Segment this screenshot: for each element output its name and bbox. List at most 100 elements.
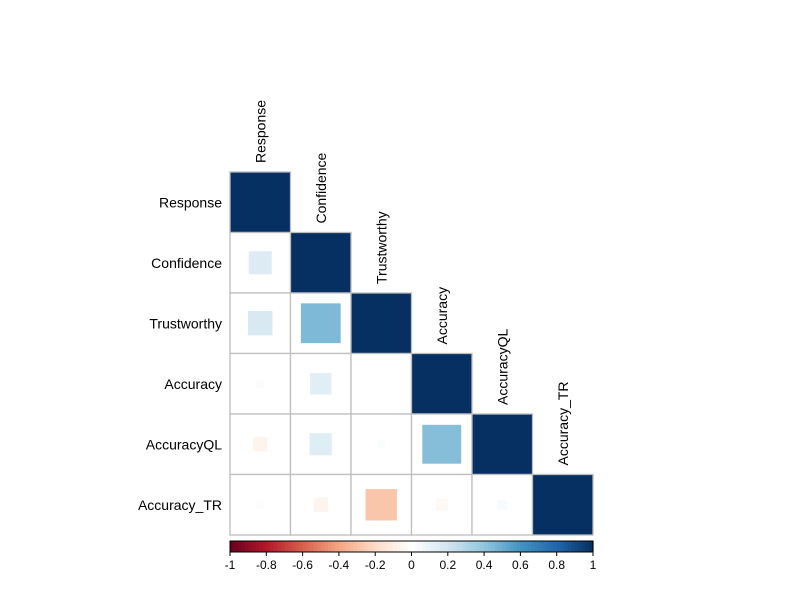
colorbar-segment [571, 541, 576, 552]
corr-square-Confidence-Confidence [291, 233, 351, 293]
colorbar-segment [262, 541, 267, 552]
colorbar-segment [273, 541, 278, 552]
colorbar-segment [280, 541, 286, 552]
colorbar-tick-label: -0.6 [292, 558, 313, 572]
colorbar-segment [422, 541, 427, 552]
colorbar-segment [320, 541, 325, 552]
corr-square-Accuracy-Response [256, 379, 265, 388]
colorbar-segment [531, 541, 536, 552]
colorbar-segment [317, 541, 322, 552]
colorbar-segment [491, 541, 496, 552]
corr-square-Trustworthy-Confidence [300, 303, 341, 344]
colorbar-segment [309, 541, 315, 552]
corr-square-Trustworthy-Trustworthy [351, 293, 411, 353]
colorbar-segment [237, 541, 242, 552]
colorbar-segment [240, 541, 246, 552]
colorbar-segment [375, 541, 380, 552]
colorbar-segment [476, 541, 482, 552]
colorbar-segment [404, 541, 409, 552]
row-label-Accuracy_TR: Accuracy_TR [138, 497, 222, 513]
colorbar-segment [429, 541, 434, 552]
colorbar-segment [462, 541, 467, 552]
colorbar-segment [473, 541, 478, 552]
colorbar-segment [411, 541, 416, 552]
colorbar-segment [277, 541, 282, 552]
colorbar-segment [259, 541, 264, 552]
colorbar-segment [331, 541, 336, 552]
corr-square-Confidence-Response [248, 251, 272, 275]
colorbar-segment [349, 541, 355, 552]
colorbar-segment [527, 541, 532, 552]
colorbar-tick-label: 0.2 [439, 558, 456, 572]
colorbar-segment [302, 541, 307, 552]
corr-square-Accuracy_TR-Confidence [313, 497, 329, 513]
colorbar-segment [578, 541, 583, 552]
column-labels: Response Confidence Trustworthy Accuracy Acc… [252, 100, 571, 466]
colorbar-segment [545, 541, 551, 552]
corr-square-Accuracy_TR-Response [256, 500, 265, 509]
colorbar-segment [487, 541, 492, 552]
colorbar-segment [306, 541, 311, 552]
colorbar-segment [426, 541, 431, 552]
corr-square-Accuracy-Confidence [310, 373, 332, 395]
corr-square-Trustworthy-Response [248, 311, 273, 336]
colorbar-segment [415, 541, 420, 552]
colorbar-segment [233, 541, 238, 552]
colorbar-tick-label: -0.2 [365, 558, 386, 572]
colorbar-segment [436, 541, 442, 552]
colorbar-segment [230, 541, 235, 552]
row-label-Response: Response [159, 194, 222, 210]
colorbar-tick-label: 1 [590, 558, 597, 572]
colorbar-segment [440, 541, 445, 552]
column-label-AccuracyQL: AccuracyQL [494, 329, 510, 405]
colorbar-segment [513, 541, 518, 552]
corr-square-AccuracyQL-Trustworthy [377, 440, 386, 449]
colorbar-segment [524, 541, 529, 552]
corr-square-Response-Response [230, 172, 290, 232]
column-label-Accuracy: Accuracy [434, 287, 450, 345]
colorbar-segment [560, 541, 565, 552]
colorbar-segment [505, 541, 511, 552]
colorbar-segment [255, 541, 260, 552]
corr-square-Accuracy-Accuracy [412, 354, 472, 414]
colorbar-segment [346, 541, 351, 552]
colorbar-tick-label: -1 [225, 558, 236, 572]
colorbar-segment [386, 541, 391, 552]
cell-Accuracy-Confidence [289, 352, 352, 415]
row-labels: Response Confidence Trustworthy Accuracy Acc… [138, 194, 222, 513]
colorbar-segment [469, 541, 474, 552]
colorbar-segment [465, 541, 471, 552]
colorbar-segment [534, 541, 540, 552]
colorbar-segment [553, 541, 558, 552]
matrix-cells [229, 171, 594, 536]
colorbar-segment [556, 541, 561, 552]
corr-square-Accuracy_TR-Accuracy_TR [533, 475, 593, 535]
colorbar-segment [480, 541, 485, 552]
colorbar-segment [371, 541, 376, 552]
colorbar-segment [455, 541, 460, 552]
row-label-Confidence: Confidence [151, 255, 222, 271]
corr-square-Accuracy_TR-Trustworthy [365, 489, 397, 521]
colorbar-segment [509, 541, 514, 552]
corr-square-Accuracy_TR-AccuracyQL [497, 499, 508, 510]
column-label-Accuracy_TR: Accuracy_TR [555, 381, 571, 465]
colorbar-tick-label: 0 [408, 558, 415, 572]
colorbar-segment [582, 541, 587, 552]
colorbar-segment [498, 541, 503, 552]
colorbar-segment [520, 541, 525, 552]
colorbar-segment [585, 541, 590, 552]
colorbar-segment [266, 541, 271, 552]
colorbar-segment [298, 541, 304, 552]
colorbar-segment [549, 541, 554, 552]
colorbar-segment [542, 541, 547, 552]
corr-square-AccuracyQL-Confidence [309, 433, 332, 456]
corr-square-AccuracyQL-Response [252, 436, 268, 452]
column-label-Confidence: Confidence [313, 152, 329, 223]
cell-Accuracy-Trustworthy [350, 352, 413, 415]
colorbar-segment [502, 541, 507, 552]
colorbar-segment [313, 541, 318, 552]
colorbar-segment [357, 541, 362, 552]
colorbar-segment [284, 541, 289, 552]
colorbar-segment [324, 541, 329, 552]
colorbar-segment [335, 541, 340, 552]
